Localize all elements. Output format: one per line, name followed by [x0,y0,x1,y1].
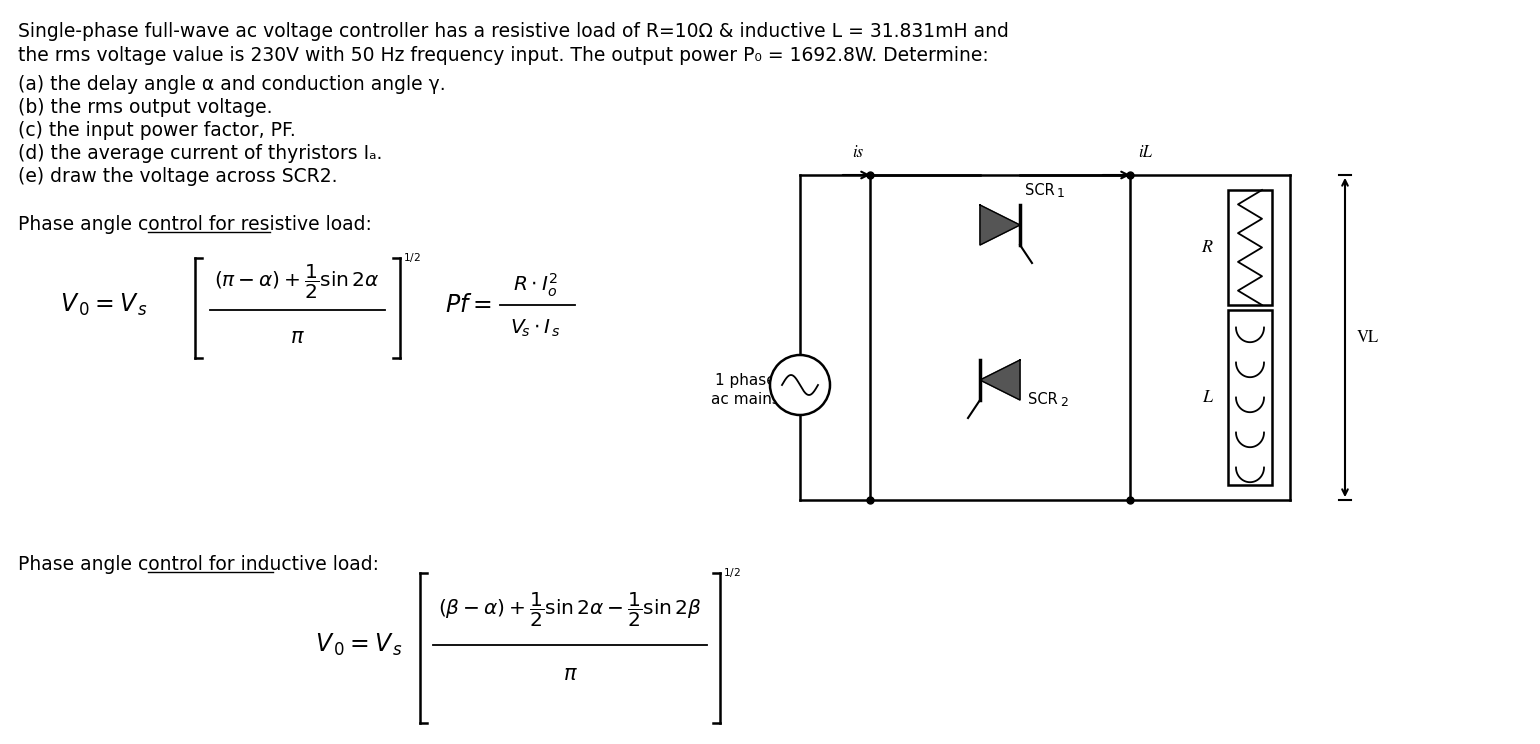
Text: (e) draw the voltage across SCR2.: (e) draw the voltage across SCR2. [18,167,337,186]
Text: (a) the delay angle α and conduction angle γ.: (a) the delay angle α and conduction ang… [18,75,445,94]
Text: VL: VL [1357,330,1380,345]
Text: $(\pi - \alpha) + \dfrac{1}{2}\sin 2\alpha$: $(\pi - \alpha) + \dfrac{1}{2}\sin 2\alp… [214,263,380,301]
Text: $Pf =$: $Pf =$ [445,293,491,316]
Text: (d) the average current of thyristors Iₐ.: (d) the average current of thyristors Iₐ… [18,144,382,163]
Text: Phase angle control for inductive load:: Phase angle control for inductive load: [18,555,379,574]
Text: $(\beta - \alpha) + \dfrac{1}{2}\sin 2\alpha - \dfrac{1}{2}\sin 2\beta$: $(\beta - \alpha) + \dfrac{1}{2}\sin 2\a… [437,591,702,629]
Text: iL: iL [1138,144,1152,161]
Text: (b) the rms output voltage.: (b) the rms output voltage. [18,98,273,117]
Text: the rms voltage value is 230V with 50 Hz frequency input. The output power P₀ = : the rms voltage value is 230V with 50 Hz… [18,46,989,65]
Text: $\pi$: $\pi$ [290,329,305,347]
Text: L: L [1203,389,1212,406]
Text: $R \cdot I_{o}^{2}$: $R \cdot I_{o}^{2}$ [513,272,557,298]
Circle shape [770,355,830,415]
Text: $V_{\,0} = V_{\,s}$: $V_{\,0} = V_{\,s}$ [316,632,403,658]
Text: $^{1/2}$: $^{1/2}$ [403,256,420,269]
Text: Single-phase full-wave ac voltage controller has a resistive load of R=10Ω & ind: Single-phase full-wave ac voltage contro… [18,22,1009,41]
Text: 1 phase: 1 phase [715,373,775,388]
Text: is: is [853,144,864,161]
Text: $V_{\!s} \cdot I_{\,s}$: $V_{\!s} \cdot I_{\,s}$ [510,318,561,339]
Bar [1227,310,1272,485]
Text: R: R [1201,239,1212,256]
Bar [1227,190,1272,305]
Polygon shape [979,360,1019,400]
Text: (c) the input power factor, PF.: (c) the input power factor, PF. [18,121,296,140]
Text: SCR: SCR [1029,392,1058,407]
Text: ac mains: ac mains [710,393,779,408]
Polygon shape [979,205,1019,245]
Text: 1: 1 [1056,187,1064,200]
Text: $V_{\,0} = V_{\,s}$: $V_{\,0} = V_{\,s}$ [60,292,148,318]
Text: Phase angle control for resistive load:: Phase angle control for resistive load: [18,215,371,234]
Text: $^{1/2}$: $^{1/2}$ [722,571,741,584]
Text: SCR: SCR [1026,183,1055,198]
Text: 2: 2 [1060,396,1067,409]
Text: $\pi$: $\pi$ [562,666,578,684]
